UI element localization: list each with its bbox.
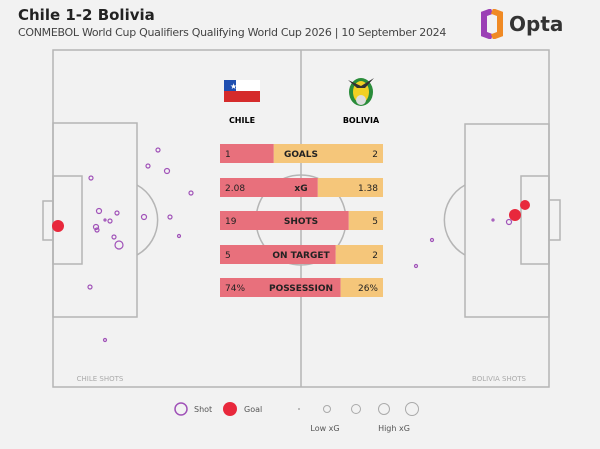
stat-label: POSSESSION xyxy=(269,284,333,294)
goal-marker xyxy=(52,220,64,232)
stats-table: 1 GOALS 2 2.08 xG 1.38 19 SHOTS 5 5 ON TARGET 2 74% P… xyxy=(220,144,383,297)
home-shots-label: CHILE SHOTS xyxy=(77,375,124,383)
opta-logo-icon xyxy=(481,9,503,39)
legend-shot-label: Shot xyxy=(194,405,212,414)
match-title: Chile 1-2 Bolivia xyxy=(18,6,155,24)
stat-label: xG xyxy=(294,184,307,194)
home-team-name: CHILE xyxy=(229,116,255,125)
legend-shot-icon xyxy=(174,402,188,416)
legend-low-xg: Low xG xyxy=(310,424,339,433)
shot-marker xyxy=(114,240,124,250)
stat-home-bar xyxy=(220,211,349,230)
goal-marker xyxy=(520,200,530,210)
shot-marker xyxy=(95,207,103,215)
stat-home-value: 19 xyxy=(225,217,237,227)
stat-label: SHOTS xyxy=(284,217,318,227)
away-shots-label: BOLIVIA SHOTS xyxy=(472,375,527,383)
shot-map xyxy=(52,147,530,343)
shot-marker xyxy=(155,147,161,153)
stat-away-value: 1.38 xyxy=(358,184,378,194)
shot-marker xyxy=(94,227,100,233)
stat-home-bar xyxy=(220,278,341,297)
shot-marker xyxy=(163,167,171,175)
stat-home-value: 1 xyxy=(225,150,231,160)
shot-marker xyxy=(167,214,173,220)
goal-marker xyxy=(509,209,521,221)
shot-marker xyxy=(413,263,419,269)
shot-marker xyxy=(107,218,113,224)
stat-home-value: 2.08 xyxy=(225,184,245,194)
stat-away-value: 5 xyxy=(372,217,378,227)
stat-away-value: 2 xyxy=(372,150,378,160)
stat-home-bar xyxy=(220,245,336,264)
stat-away-bar xyxy=(348,211,383,230)
svg-text:★: ★ xyxy=(230,82,237,91)
shot-marker xyxy=(505,218,513,226)
stat-away-bar xyxy=(335,245,383,264)
stat-label: GOALS xyxy=(284,150,318,160)
shot-marker xyxy=(102,337,108,343)
stat-away-bar xyxy=(340,278,383,297)
shot-marker xyxy=(491,218,495,222)
shot-marker xyxy=(140,213,148,221)
shot-marker xyxy=(429,237,435,243)
shot-marker xyxy=(111,234,117,240)
shot-marker xyxy=(88,175,94,181)
shot-marker xyxy=(103,218,107,222)
stat-home-bar xyxy=(220,178,318,197)
stat-away-value: 26% xyxy=(358,284,378,294)
stat-home-value: 5 xyxy=(225,251,231,261)
stat-away-bar xyxy=(317,178,383,197)
stat-away-bar xyxy=(273,144,383,163)
away-team-name: BOLIVIA xyxy=(343,116,380,125)
shot-marker xyxy=(145,163,151,169)
shot-marker xyxy=(176,233,182,239)
shot-marker xyxy=(114,210,120,216)
stat-home-bar xyxy=(220,144,274,163)
chile-flag: ★ xyxy=(224,80,260,102)
stat-away-value: 2 xyxy=(372,251,378,261)
shot-marker xyxy=(87,284,93,290)
stat-home-value: 74% xyxy=(225,284,245,294)
shot-marker xyxy=(188,190,194,196)
legend: Shot Goal Low xG High xG xyxy=(174,402,419,433)
shot-marker xyxy=(92,223,100,231)
match-subtitle: CONMEBOL World Cup Qualifiers Qualifying… xyxy=(18,26,447,39)
bolivia-crest xyxy=(348,78,374,106)
legend-goal-label: Goal xyxy=(244,405,262,414)
legend-high-xg: High xG xyxy=(378,424,410,433)
legend-goal-icon xyxy=(223,402,237,416)
opta-logo: Opta xyxy=(480,9,563,39)
stat-label: ON TARGET xyxy=(272,251,330,261)
